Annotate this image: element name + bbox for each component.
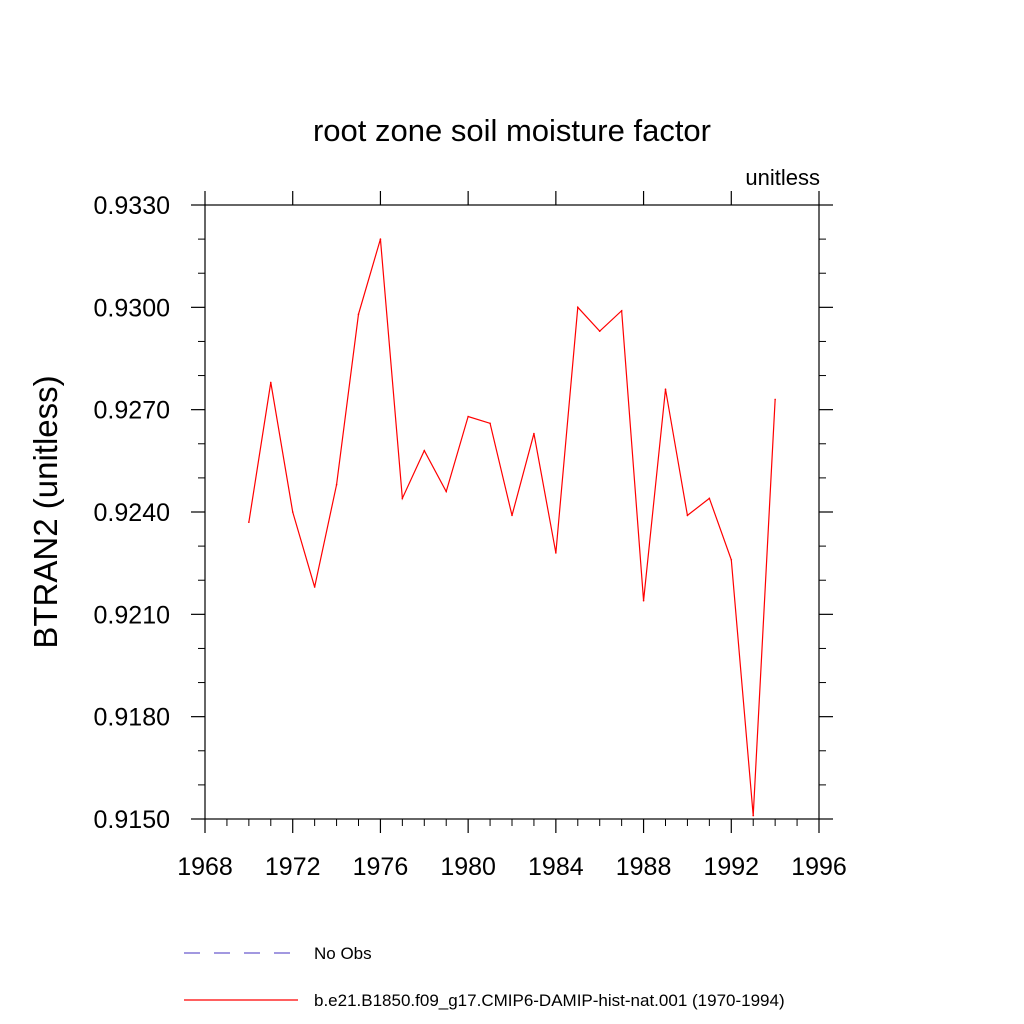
data-point: [313, 586, 316, 588]
y-tick-label: 0.9210: [94, 601, 170, 629]
data-point: [445, 490, 448, 493]
data-point: [774, 398, 776, 401]
y-tick-label: 0.9330: [94, 192, 170, 220]
series-layer: [248, 238, 776, 817]
data-point: [642, 599, 645, 602]
data-point: [620, 309, 623, 312]
x-tick-label: 1968: [177, 853, 233, 881]
legend-label: b.e21.B1850.f09_g17.CMIP6-DAMIP-hist-nat…: [314, 991, 785, 1010]
data-point: [291, 511, 294, 513]
data-point: [686, 514, 689, 517]
x-tick-label: 1980: [440, 853, 496, 881]
data-point: [752, 814, 755, 817]
y-axis-ticks: 0.9150 0.9180 0.9210 0.9240 0.9270 0.9300 0.93…: [94, 192, 833, 834]
y-axis-label: BTRAN2 (unitless): [27, 375, 64, 648]
plot-frame: [204, 204, 820, 820]
x-tick-label: 1992: [703, 853, 759, 881]
y-tick-label: 0.9300: [94, 294, 170, 322]
data-point: [489, 422, 491, 425]
data-point: [576, 306, 579, 309]
data-point: [467, 415, 469, 418]
legend-label: No Obs: [314, 944, 372, 963]
data-point: [664, 388, 667, 391]
data-point: [533, 432, 535, 435]
y-tick-label: 0.9240: [94, 499, 170, 527]
data-point: [401, 497, 404, 500]
data-point: [248, 521, 250, 524]
x-tick-label: 1972: [265, 853, 321, 881]
data-point: [511, 514, 513, 517]
x-tick-label: 1996: [791, 853, 847, 881]
data-point: [269, 381, 272, 384]
chart-title: root zone soil moisture factor: [313, 113, 711, 148]
data-point: [423, 449, 426, 452]
x-tick-label: 1976: [353, 853, 409, 881]
data-point: [555, 552, 557, 554]
y-tick-label: 0.9150: [94, 806, 170, 834]
data-point: [379, 238, 382, 240]
data-point: [730, 558, 733, 561]
series-line: [248, 238, 776, 816]
x-tick-label: 1984: [528, 853, 584, 881]
legend: No Obs b.e21.B1850.f09_g17.CMIP6-DAMIP-hi…: [184, 944, 785, 1010]
data-point: [335, 483, 338, 486]
x-tick-label: 1988: [616, 853, 672, 881]
units-label: unitless: [745, 165, 820, 190]
data-point: [598, 330, 601, 333]
y-tick-label: 0.9270: [94, 397, 170, 425]
x-axis-ticks: 1968 1972 1976 1980 1984 1988 1992 1996: [177, 191, 847, 881]
y-tick-label: 0.9180: [94, 704, 170, 732]
data-point: [357, 313, 360, 315]
data-point: [708, 497, 711, 500]
